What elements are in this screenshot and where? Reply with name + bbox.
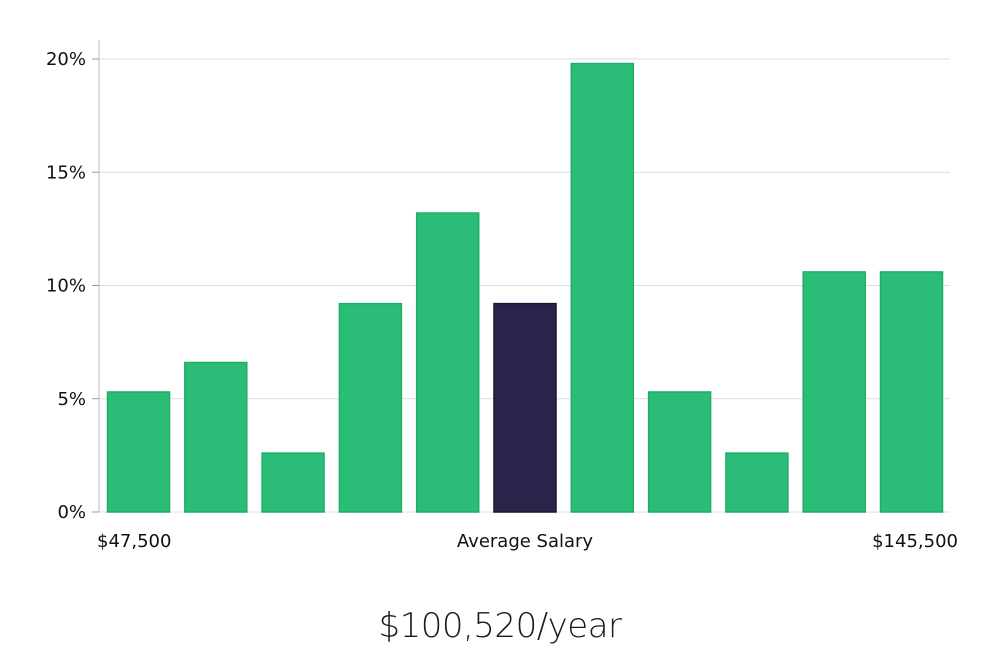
bar (261, 452, 325, 513)
y-tick-label: 20% (46, 49, 86, 70)
bar (415, 212, 480, 513)
y-tick-label: 10% (46, 276, 86, 297)
bar (338, 302, 403, 513)
bar (879, 271, 944, 513)
x-label-max: $145,500 (872, 531, 958, 552)
bar (725, 452, 789, 513)
average-salary-value: $100,520/year (378, 606, 622, 646)
bar (802, 271, 866, 513)
bars (106, 62, 944, 513)
bar (647, 391, 712, 513)
bar (106, 391, 171, 513)
y-tick-label: 5% (57, 389, 86, 410)
bar (570, 62, 635, 513)
y-tick-label: 0% (57, 502, 86, 523)
salary-histogram: 0% 5% 10% 15% 20% $47,500 Average Salary $14… (46, 40, 958, 552)
x-label-min: $47,500 (97, 531, 171, 552)
x-label-average: Average Salary (457, 531, 594, 552)
bar (184, 361, 248, 513)
bar-average-salary (493, 302, 557, 513)
y-axis-ticks: 0% 5% 10% 15% 20% (46, 49, 99, 523)
y-tick-label: 15% (46, 162, 86, 183)
